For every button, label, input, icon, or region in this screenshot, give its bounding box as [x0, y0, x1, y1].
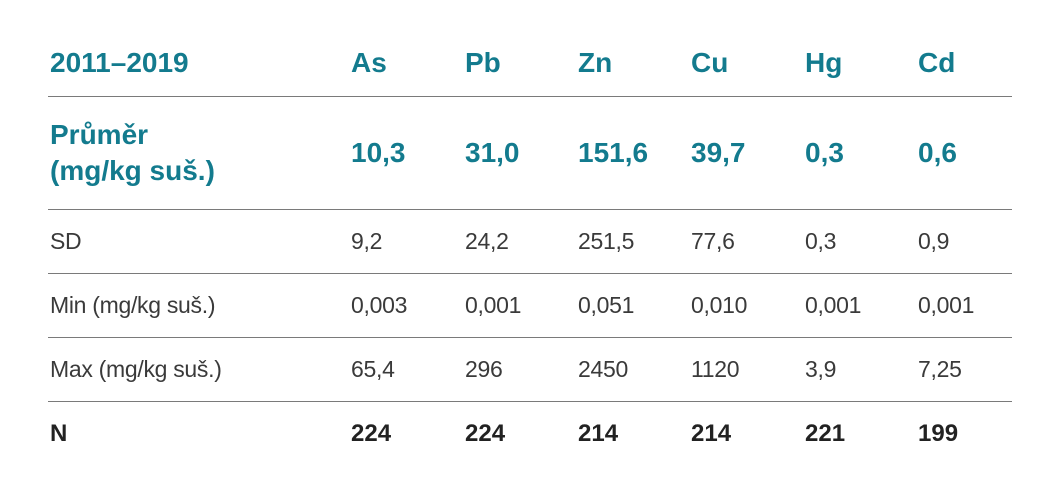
- table-cell: 39,7: [689, 96, 803, 210]
- table-cell: 2450: [576, 337, 689, 402]
- table-cell: 0,9: [916, 209, 1012, 274]
- row-label: Max (mg/kg suš.): [48, 337, 349, 402]
- table-header-row: 2011–2019 As Pb Zn Cu Hg Cd: [48, 30, 1012, 97]
- sd-row: SD 9,2 24,2 251,5 77,6 0,3 0,9: [48, 209, 1012, 274]
- table-cell: 31,0: [463, 96, 576, 210]
- element-header-pb: Pb: [463, 30, 576, 97]
- table-cell: 221: [805, 419, 846, 447]
- table-cell: 224: [465, 419, 506, 447]
- heavy-metals-table: 2011–2019 As Pb Zn Cu Hg Cd Průměr (mg/k…: [48, 30, 1012, 465]
- table-cell: 65,4: [349, 337, 463, 402]
- table-cell: 224: [351, 419, 392, 447]
- row-label: SD: [48, 209, 349, 274]
- table-cell: 214: [578, 419, 619, 447]
- table-cell: 9,2: [349, 209, 463, 274]
- table-cell: 0,003: [349, 273, 463, 338]
- table-cell: 77,6: [689, 209, 803, 274]
- row-label: Min (mg/kg suš.): [48, 273, 349, 338]
- n-row: N 224 224 214 214 221 199: [48, 402, 1012, 466]
- period-header: 2011–2019: [48, 30, 349, 97]
- table-cell: 0,051: [576, 273, 689, 338]
- min-row: Min (mg/kg suš.) 0,003 0,001 0,051 0,010…: [48, 273, 1012, 338]
- table-cell: 214: [691, 419, 732, 447]
- mean-label-line2: (mg/kg suš.): [50, 155, 215, 186]
- table-cell: 251,5: [576, 209, 689, 274]
- table-cell: 0,3: [803, 96, 916, 210]
- element-header-hg: Hg: [803, 30, 916, 97]
- table-cell: 0,6: [916, 96, 1012, 210]
- table-cell: 3,9: [803, 337, 916, 402]
- element-header-cu: Cu: [689, 30, 803, 97]
- table-cell: 151,6: [576, 96, 689, 210]
- table-cell: 1120: [689, 337, 803, 402]
- row-label: N: [50, 419, 68, 447]
- table-cell: 0,3: [803, 209, 916, 274]
- mean-row-label: Průměr (mg/kg suš.): [48, 96, 349, 210]
- table-cell: 199: [918, 419, 959, 447]
- mean-label-line1: Průměr: [50, 119, 149, 150]
- element-header-cd: Cd: [916, 30, 1012, 97]
- max-row: Max (mg/kg suš.) 65,4 296 2450 1120 3,9 …: [48, 337, 1012, 402]
- table-cell: 296: [463, 337, 576, 402]
- table-cell: 0,001: [803, 273, 916, 338]
- element-header-zn: Zn: [576, 30, 689, 97]
- table-cell: 7,25: [916, 337, 1012, 402]
- table-cell: 0,001: [916, 273, 1012, 338]
- mean-row: Průměr (mg/kg suš.) 10,3 31,0 151,6 39,7…: [48, 96, 1012, 210]
- table-cell: 24,2: [463, 209, 576, 274]
- table-cell: 0,001: [463, 273, 576, 338]
- element-header-as: As: [349, 30, 463, 97]
- table-cell: 10,3: [349, 96, 463, 210]
- table-cell: 0,010: [689, 273, 803, 338]
